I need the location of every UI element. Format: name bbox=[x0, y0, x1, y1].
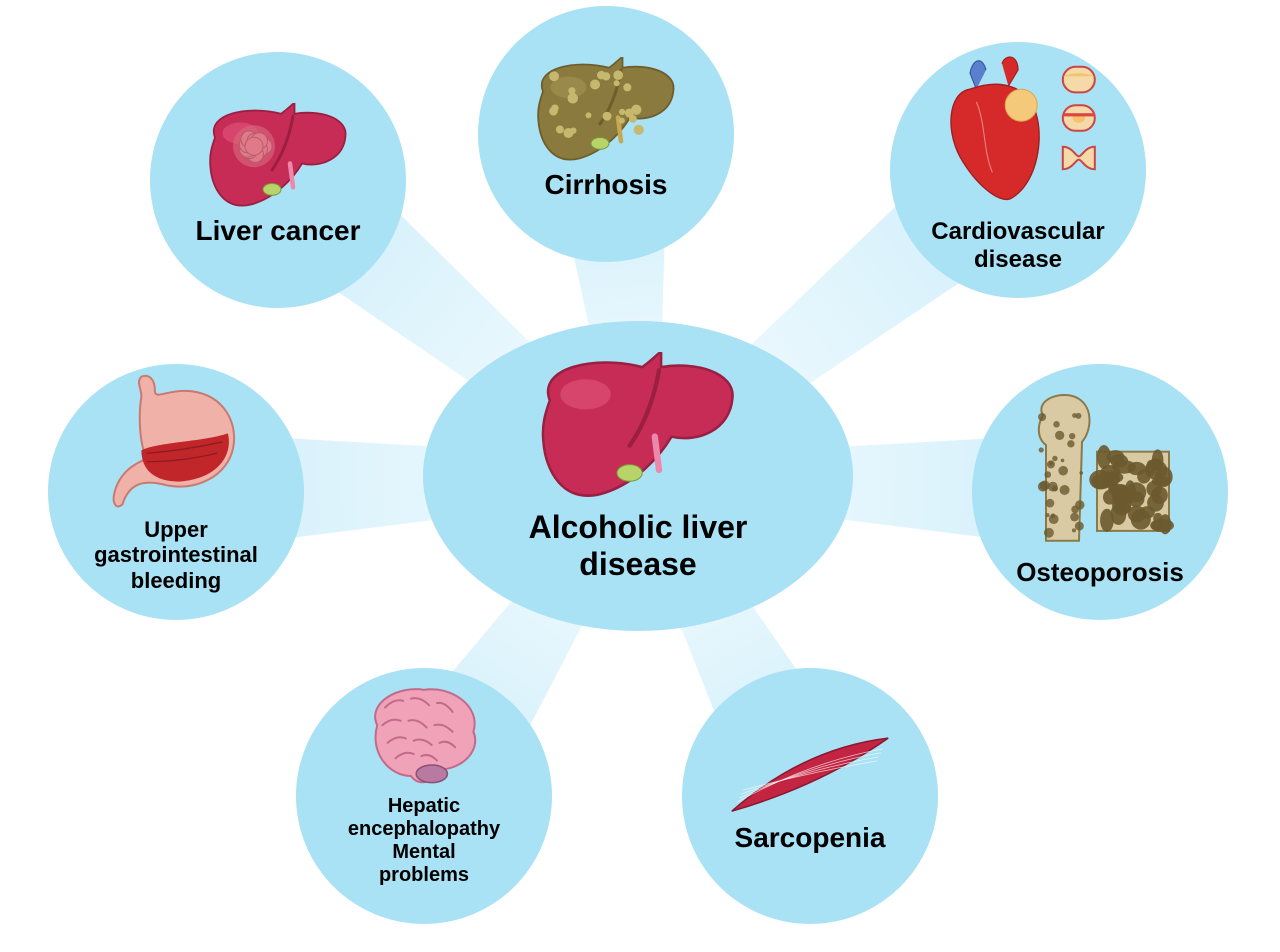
node-ugi-bleed: Upper gastrointestinal bleeding bbox=[48, 364, 304, 620]
encephalopathy-icon bbox=[359, 681, 489, 792]
node-cirrhosis: Cirrhosis bbox=[478, 6, 734, 262]
center-label: Alcoholic liver disease bbox=[529, 509, 748, 583]
infographic-stage: Alcoholic liver disease Cirrhosis Liver … bbox=[0, 0, 1280, 952]
node-label-osteoporosis: Osteoporosis bbox=[1016, 558, 1184, 588]
cirrhosis-icon bbox=[531, 57, 681, 165]
osteoporosis-icon bbox=[1025, 389, 1175, 554]
node-label-ugi-bleed: Upper gastrointestinal bleeding bbox=[94, 517, 258, 593]
liver-icon bbox=[533, 352, 743, 503]
liver-cancer-icon bbox=[203, 103, 353, 211]
node-sarcopenia: Sarcopenia bbox=[682, 668, 938, 924]
cardio-icon bbox=[938, 54, 1098, 214]
node-encephalopathy: Hepatic encephalopathy Mental problems bbox=[296, 668, 552, 924]
node-label-cirrhosis: Cirrhosis bbox=[545, 169, 668, 201]
node-label-encephalopathy: Hepatic encephalopathy Mental problems bbox=[348, 795, 500, 887]
node-osteoporosis: Osteoporosis bbox=[972, 364, 1228, 620]
node-liver-cancer: Liver cancer bbox=[150, 52, 406, 308]
sarcopenia-icon bbox=[725, 733, 895, 818]
node-cardio: Cardiovascular disease bbox=[890, 42, 1146, 298]
node-label-sarcopenia: Sarcopenia bbox=[735, 822, 886, 854]
node-label-liver-cancer: Liver cancer bbox=[196, 215, 361, 247]
ugi-bleed-icon bbox=[109, 371, 244, 513]
center-node: Alcoholic liver disease bbox=[423, 321, 853, 631]
node-label-cardio: Cardiovascular disease bbox=[931, 218, 1104, 273]
